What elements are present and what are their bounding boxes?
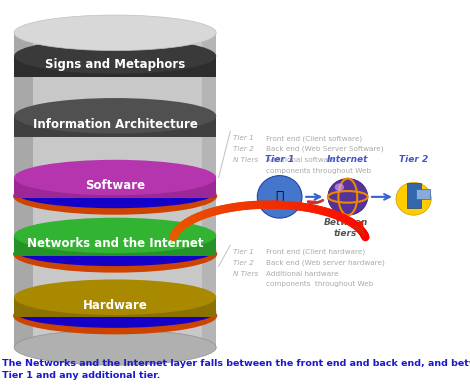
- Polygon shape: [14, 178, 216, 198]
- Ellipse shape: [396, 182, 431, 215]
- Ellipse shape: [13, 235, 217, 273]
- Text: components  throughout Web: components throughout Web: [266, 281, 373, 288]
- Ellipse shape: [14, 330, 216, 365]
- Ellipse shape: [14, 15, 216, 51]
- Text: Tier 1: Tier 1: [233, 249, 253, 255]
- Text: Tier 1: Tier 1: [265, 155, 294, 164]
- Ellipse shape: [14, 296, 216, 328]
- Polygon shape: [14, 33, 216, 347]
- Text: The Networks and the Internet layer falls between the front end and back end, an: The Networks and the Internet layer fall…: [2, 359, 470, 381]
- Text: N Tiers: N Tiers: [233, 271, 258, 277]
- Text: N Tiers: N Tiers: [233, 157, 258, 163]
- Bar: [407, 183, 421, 208]
- Text: Tier 2: Tier 2: [233, 260, 253, 266]
- Polygon shape: [14, 297, 216, 317]
- Text: Tier 1: Tier 1: [233, 135, 253, 141]
- Polygon shape: [14, 116, 216, 137]
- Text: 👤: 👤: [275, 190, 284, 204]
- Text: Networks and the Internet: Networks and the Internet: [27, 237, 204, 250]
- Text: Front end (Client hardware): Front end (Client hardware): [266, 249, 365, 256]
- Ellipse shape: [14, 38, 216, 74]
- Text: Front end (Client software): Front end (Client software): [266, 135, 362, 142]
- Ellipse shape: [14, 279, 216, 315]
- Ellipse shape: [14, 98, 216, 134]
- Ellipse shape: [14, 218, 216, 253]
- Bar: [416, 189, 430, 199]
- Polygon shape: [14, 56, 216, 77]
- Ellipse shape: [335, 183, 344, 191]
- Text: Internet: Internet: [327, 155, 368, 164]
- Ellipse shape: [13, 297, 217, 334]
- Text: Back end (Web Server Software): Back end (Web Server Software): [266, 146, 383, 152]
- Ellipse shape: [258, 176, 302, 218]
- Ellipse shape: [14, 176, 216, 208]
- Text: Information Architecture: Information Architecture: [33, 118, 197, 131]
- Text: Software: Software: [85, 179, 145, 192]
- Polygon shape: [14, 235, 216, 256]
- Text: Tier 2: Tier 2: [399, 155, 428, 164]
- Text: Additional software: Additional software: [266, 157, 335, 163]
- Ellipse shape: [13, 178, 217, 215]
- Text: components throughout Web: components throughout Web: [266, 168, 371, 174]
- Ellipse shape: [14, 234, 216, 266]
- Ellipse shape: [14, 160, 216, 195]
- Ellipse shape: [328, 178, 368, 215]
- Text: Back end (Web server hardware): Back end (Web server hardware): [266, 260, 384, 266]
- Text: Between
tiers: Between tiers: [323, 218, 368, 238]
- Text: Signs and Metaphors: Signs and Metaphors: [45, 58, 185, 71]
- Text: Additional hardware: Additional hardware: [266, 271, 338, 277]
- Text: Hardware: Hardware: [83, 299, 148, 312]
- Polygon shape: [202, 33, 216, 347]
- Polygon shape: [14, 33, 33, 347]
- Text: Tier 2: Tier 2: [233, 146, 253, 152]
